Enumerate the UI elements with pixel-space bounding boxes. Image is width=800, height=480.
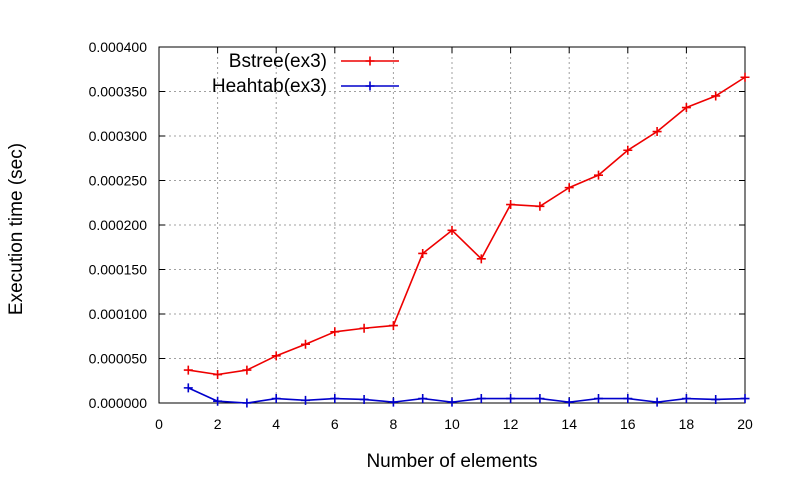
data-point: [213, 370, 223, 380]
data-point: [711, 91, 721, 101]
data-point: [330, 327, 340, 337]
axis-ticks: [158, 46, 746, 404]
data-point: [213, 396, 223, 406]
series-line: [188, 76, 746, 376]
series-line: [187, 387, 746, 404]
data-point: [652, 397, 662, 407]
y-tick-label: 0.000000: [89, 395, 148, 411]
y-tick-label: 0.000150: [89, 262, 148, 278]
data-point: [271, 351, 281, 361]
legend: Bstree(ex3) Heahtab(ex3): [212, 51, 399, 97]
data-point: [740, 394, 750, 404]
data-point: [301, 395, 310, 405]
series-1: [183, 383, 750, 408]
data-point: [535, 201, 545, 211]
data-point: [359, 323, 369, 333]
data-point: [740, 72, 750, 82]
x-tick-label: 6: [331, 416, 339, 432]
data-point: [711, 394, 721, 404]
data-point: [623, 145, 633, 155]
data-point: [506, 394, 516, 404]
data-point: [652, 127, 662, 137]
y-tick-label: 0.000050: [89, 351, 148, 367]
data-point: [476, 394, 486, 404]
data-point: [242, 398, 252, 408]
y-tick-labels: 0.000000 0.000050 0.000100 0.000150 0.000200…: [89, 39, 148, 411]
y-tick-label: 0.000100: [89, 306, 148, 322]
data-point: [594, 394, 603, 404]
data-point: [330, 394, 340, 404]
y-tick-label: 0.000300: [89, 128, 148, 144]
x-tick-label: 2: [214, 416, 222, 432]
x-tick-label: 4: [272, 416, 280, 432]
data-point: [681, 394, 691, 404]
x-tick-label: 18: [679, 416, 695, 432]
x-tick-labels: 0 2 4 6 8 10 12 14 16 18 20: [155, 416, 753, 432]
plot-frame: [158, 46, 746, 404]
data-point: [271, 394, 281, 404]
x-tick-label: 14: [561, 416, 577, 432]
data-point: [535, 394, 545, 404]
data-point: [506, 200, 516, 210]
data-point: [388, 321, 398, 331]
series-group: [183, 72, 750, 408]
data-point: [359, 394, 369, 404]
data-point: [594, 170, 603, 180]
series-0: [183, 72, 750, 380]
grid-lines: [159, 47, 745, 403]
x-tick-label: 16: [620, 416, 636, 432]
x-tick-label: 20: [737, 416, 753, 432]
x-tick-label: 10: [444, 416, 460, 432]
x-tick-label: 0: [155, 416, 163, 432]
y-tick-label: 0.000350: [89, 84, 148, 100]
data-point: [242, 365, 252, 375]
data-point: [388, 397, 398, 407]
y-tick-label: 0.000400: [89, 39, 148, 55]
data-point: [623, 394, 633, 404]
x-tick-label: 12: [503, 416, 519, 432]
x-axis-title: Number of elements: [366, 451, 537, 472]
y-tick-label: 0.000200: [89, 217, 148, 233]
data-point: [476, 254, 486, 264]
legend-swatch-marker: [365, 81, 375, 91]
data-point: [447, 225, 457, 235]
y-tick-label: 0.000250: [89, 173, 148, 189]
data-point: [183, 365, 193, 375]
legend-label-bstree: Bstree(ex3): [229, 51, 327, 72]
data-point: [183, 383, 193, 393]
data-point: [418, 248, 428, 258]
legend-swatch-marker: [365, 56, 375, 66]
data-point: [681, 103, 691, 113]
legend-label-heahtab: Heahtab(ex3): [212, 76, 327, 97]
data-point: [301, 339, 310, 349]
x-tick-label: 8: [390, 416, 398, 432]
data-point: [418, 394, 428, 404]
data-point: [564, 183, 574, 193]
data-point: [564, 397, 574, 407]
data-point: [447, 397, 457, 407]
y-axis-title: Execution time (sec): [6, 143, 27, 315]
